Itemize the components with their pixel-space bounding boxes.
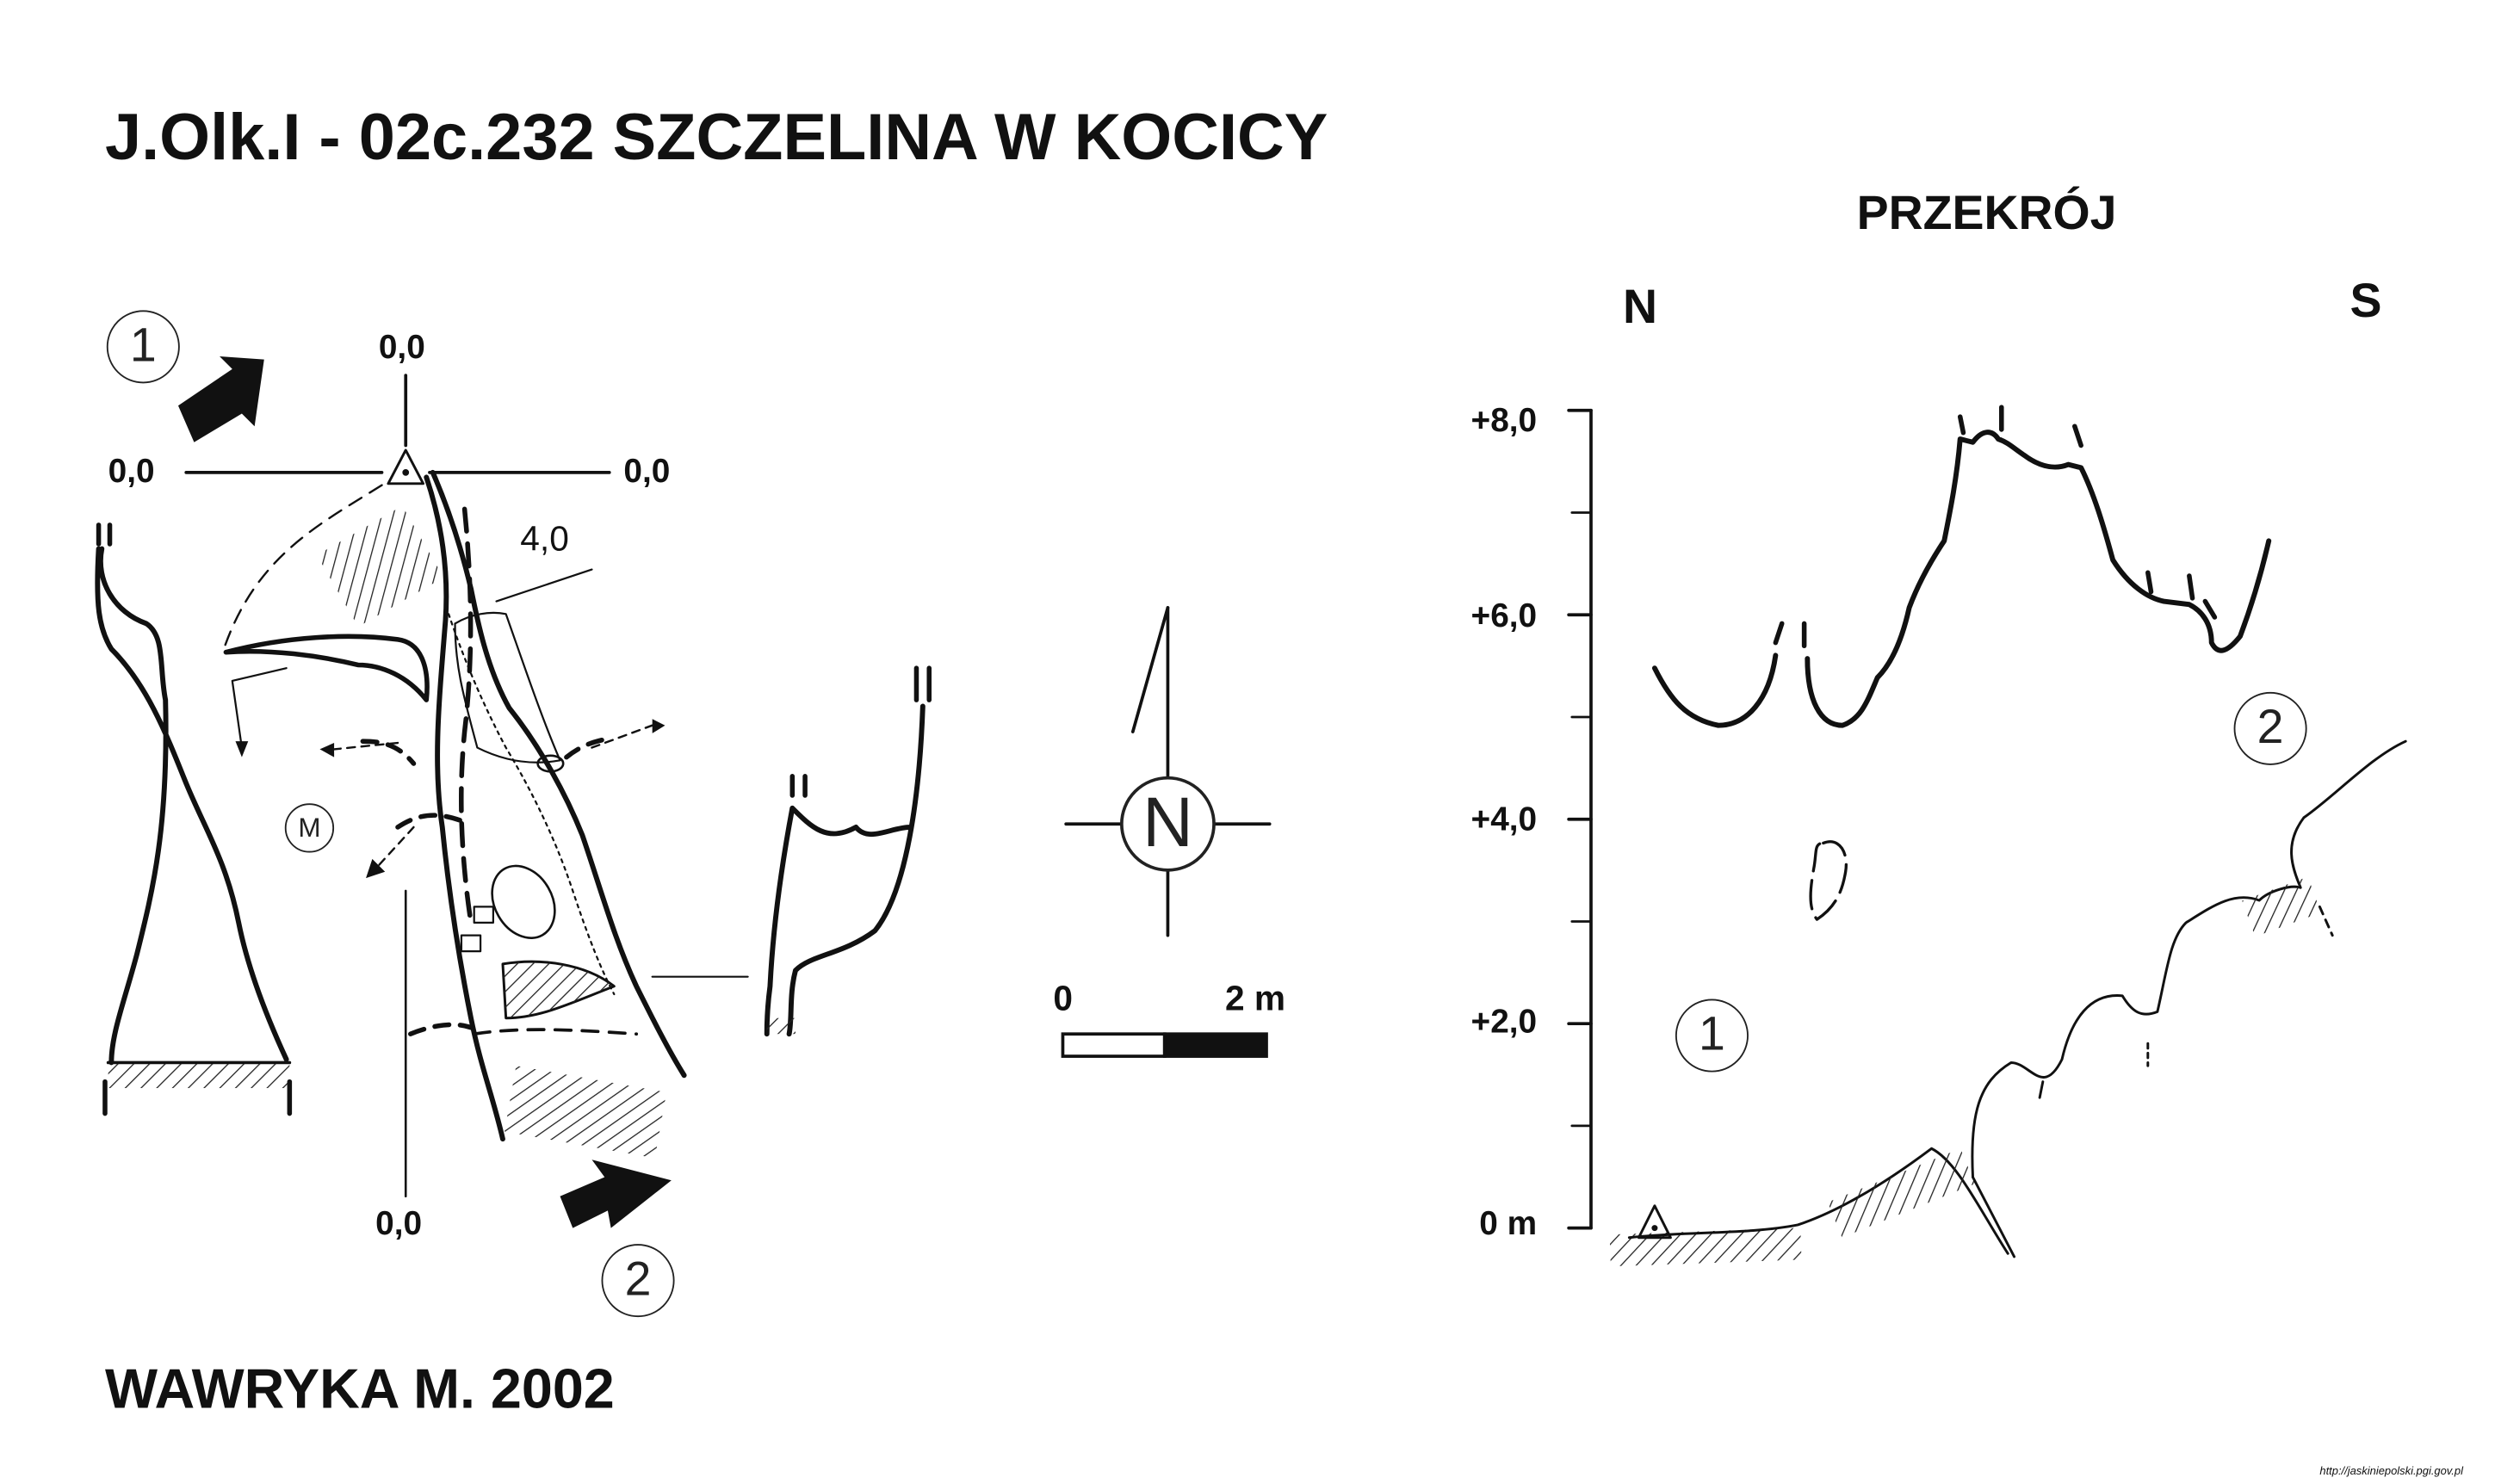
section-direction-north: N: [1622, 281, 1658, 335]
section-axis-label: 0 m: [1479, 1205, 1538, 1243]
north-arrow-label: N: [1119, 776, 1216, 872]
plan-coord-bottom: 0,0: [375, 1205, 423, 1243]
plan-coord-right: 0,0: [623, 453, 671, 491]
scale-bar-start-label: 0: [1053, 978, 1074, 1018]
scale-bar-end-label: 2 m: [1224, 978, 1286, 1018]
plan-view: [95, 356, 932, 1228]
plan-coord-left: 0,0: [108, 453, 155, 491]
plan-marker-m: M: [284, 803, 335, 853]
section-marker-2: 2: [2233, 691, 2307, 765]
plan-coord-top: 0,0: [378, 329, 425, 367]
section-axis-label: +2,0: [1470, 1004, 1538, 1041]
north-arrow-graphic: [1064, 606, 1272, 937]
map-author: WAWRYKA M. 2002: [104, 1358, 615, 1421]
plan-dashed-overhang: [221, 484, 383, 653]
section-direction-south: S: [2350, 275, 2382, 328]
plan-depth-label: 4,0: [520, 518, 569, 559]
scale-bar-graphic: [1061, 1032, 1268, 1058]
section-view: [1567, 405, 2407, 1267]
plan-passage-east-wall: [424, 474, 505, 1142]
left-cross-section-outline: [95, 546, 289, 1066]
map-title: J.Olk.I - 02c.232 SZCZELINA W KOCICY: [104, 100, 1328, 174]
plan-rock-tongue: [223, 634, 430, 702]
section-axis-label: +4,0: [1470, 801, 1538, 838]
section-station-triangle: [1637, 1204, 1672, 1240]
section-title: PRZEKRÓJ: [1856, 188, 2117, 241]
entrance-1-marker: 1: [106, 310, 180, 384]
section-marker-1: 1: [1675, 999, 1749, 1073]
source-url: http://jaskiniepolski.pgi.gov.pl: [2319, 1466, 2463, 1478]
section-axis-ticks: [1567, 408, 1593, 1230]
right-cross-section-outline: [764, 703, 926, 1037]
entrance-2-marker: 2: [601, 1244, 675, 1318]
section-ceiling-profile: [1651, 652, 1779, 728]
entrance-1-arrow: [177, 356, 264, 442]
survey-station-triangle: [387, 448, 425, 485]
section-axis-label: +6,0: [1470, 597, 1538, 635]
section-axis-label: +8,0: [1470, 402, 1538, 440]
entrance-2-arrow: [560, 1159, 672, 1228]
